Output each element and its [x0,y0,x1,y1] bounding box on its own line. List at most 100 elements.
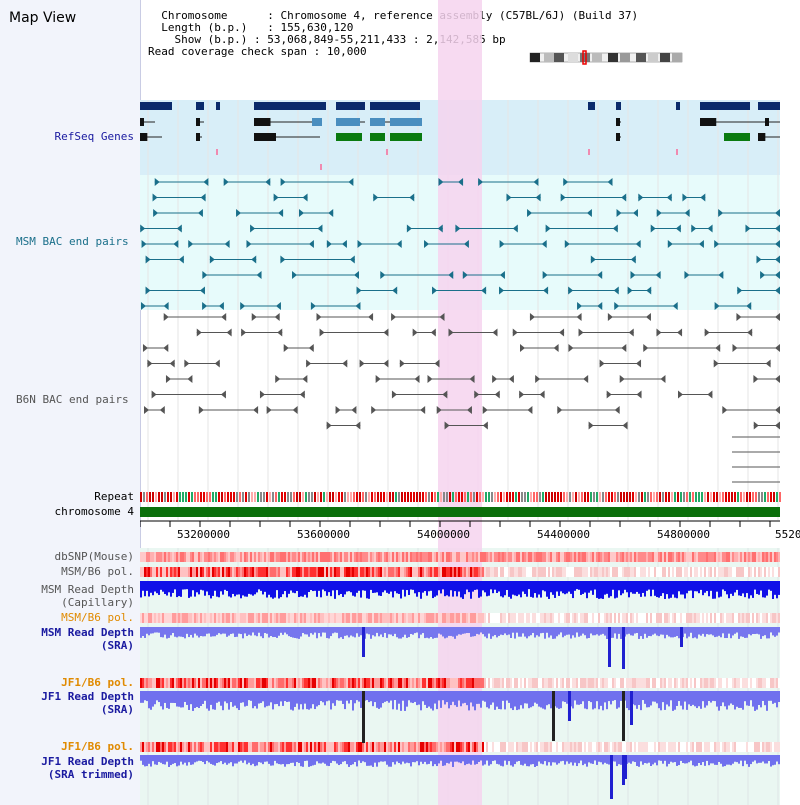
jf1-b6-pol-label-2[interactable]: JF1/B6 pol. [61,740,134,753]
depth-bar [272,581,274,599]
heat-mark [768,613,770,623]
heat-mark [276,613,278,623]
track-area[interactable] [140,0,800,805]
heat-mark [250,552,252,562]
depth-bar [764,627,766,636]
heat-mark [766,567,768,577]
heat-mark [388,678,390,688]
depth-bar [614,581,616,599]
msm-read-depth-sra-label[interactable]: MSM Read Depth [41,626,134,639]
depth-bar [702,755,704,763]
heat-mark [644,678,646,688]
depth-bar [444,691,446,705]
heat-mark [734,552,736,562]
depth-bar [274,691,276,705]
b6n-bac-pair [163,344,169,352]
depth-bar [650,755,652,767]
heat-mark [428,552,430,562]
heat-mark [266,567,268,577]
b6n-bac-pair [677,390,683,399]
repeat-mark [269,492,271,502]
depth-bar [492,627,494,637]
heat-mark [196,613,198,623]
jf1-read-depth-trimmed-label[interactable]: JF1 Read Depth [41,755,134,768]
heat-mark [528,567,530,577]
heat-mark [650,678,652,688]
depth-bar [656,627,658,636]
b6n-bac-pair [430,328,436,337]
depth-bar [142,755,144,765]
heat-mark [218,678,220,688]
depth-bar [200,581,202,590]
msm-b6-pol-label-2[interactable]: MSM/B6 pol. [61,611,134,624]
heat-mark [668,678,670,688]
depth-bar [414,627,416,634]
b6n-bac-end-pairs-label[interactable]: B6N BAC end pairs [16,393,129,406]
msm-bac-end-pairs-label[interactable]: MSM BAC end pairs [16,235,129,248]
heat-mark [464,742,466,752]
depth-spike [552,691,555,741]
depth-bar [268,627,270,638]
heat-mark [474,678,476,688]
heat-mark [384,567,386,577]
repeat-mark [158,492,160,502]
depth-bar [150,691,152,710]
depth-bar [386,581,388,593]
heat-mark [500,742,502,752]
heat-mark [234,613,236,623]
heat-mark [430,552,432,562]
heat-mark [288,678,290,688]
tracks-canvas[interactable] [140,0,800,805]
jf1-b6-pol-label-1[interactable]: JF1/B6 pol. [61,676,134,689]
repeat-mark [533,492,535,502]
refseq-genes-label[interactable]: RefSeq Genes [54,130,134,143]
heat-mark [224,613,226,623]
depth-bar [584,627,586,636]
depth-bar [478,627,480,635]
depth-bar [766,755,768,764]
dbsnp-label[interactable]: dbSNP(Mouse) [54,550,134,563]
b6n-bac-pair [753,375,759,383]
msm-bac-pair [616,209,622,217]
depth-bar [380,627,382,635]
heat-mark [722,567,724,577]
heat-mark [372,567,374,577]
heat-mark [144,678,146,688]
heat-mark [348,613,350,623]
depth-bar [244,627,246,634]
repeat-mark [176,492,178,502]
heat-mark [502,567,504,577]
heat-mark [722,678,724,688]
heat-mark [314,552,316,562]
heat-mark [292,567,294,577]
msm-read-depth-capillary-label[interactable]: MSM Read Depth [41,583,134,596]
heat-mark [760,567,762,577]
depth-bar [250,627,252,636]
depth-bar [344,627,346,636]
heat-mark [174,678,176,688]
heat-mark [508,613,510,623]
depth-bar [478,581,480,598]
depth-bar [408,627,410,638]
heat-mark [502,552,504,562]
repeat-mark [743,492,745,502]
jf1-read-depth-sra-label[interactable]: JF1 Read Depth [41,690,134,703]
depth-bar [738,691,740,708]
heat-mark [638,742,640,752]
heat-mark [490,613,492,623]
heat-mark [236,552,238,562]
heat-mark [282,552,284,562]
heat-mark [384,742,386,752]
depth-bar [542,691,544,709]
depth-bar [774,627,776,637]
heat-mark [210,742,212,752]
depth-bar [308,691,310,710]
heat-mark [632,552,634,562]
msm-b6-pol-label-1[interactable]: MSM/B6 pol. [61,565,134,578]
depth-bar [394,691,396,701]
repeat-mark [464,492,466,502]
heat-mark [330,678,332,688]
depth-bar [746,581,748,594]
depth-bar [656,691,658,704]
heat-mark [528,678,530,688]
